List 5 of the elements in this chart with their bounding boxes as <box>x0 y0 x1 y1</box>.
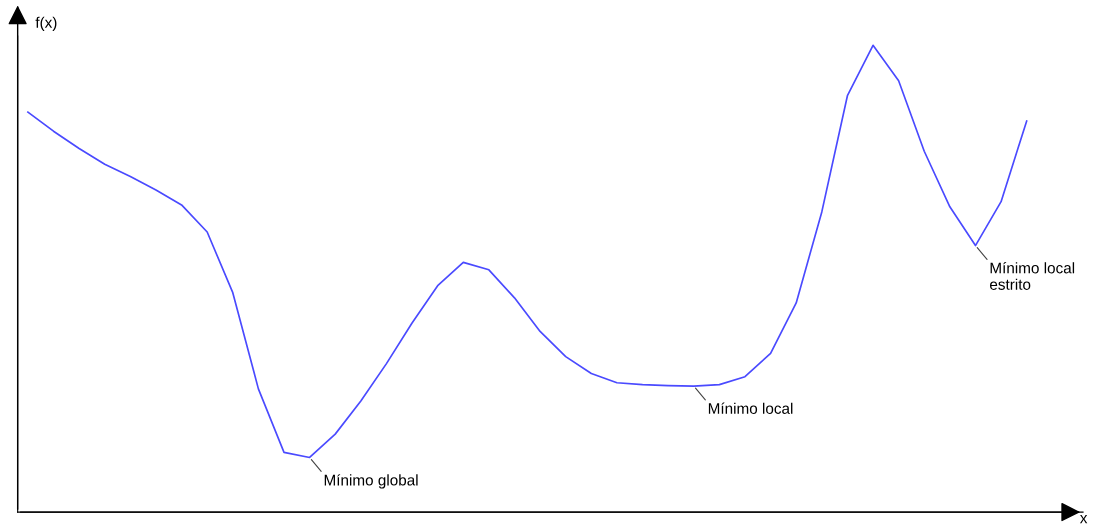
annotation: Mínimo local <box>708 402 793 414</box>
x-axis-title: x <box>1079 515 1088 524</box>
annotation: Mínimo global <box>324 474 418 489</box>
y-axis-title: f(x) <box>35 16 57 31</box>
annotation: Mínimo local estrito <box>990 262 1075 290</box>
